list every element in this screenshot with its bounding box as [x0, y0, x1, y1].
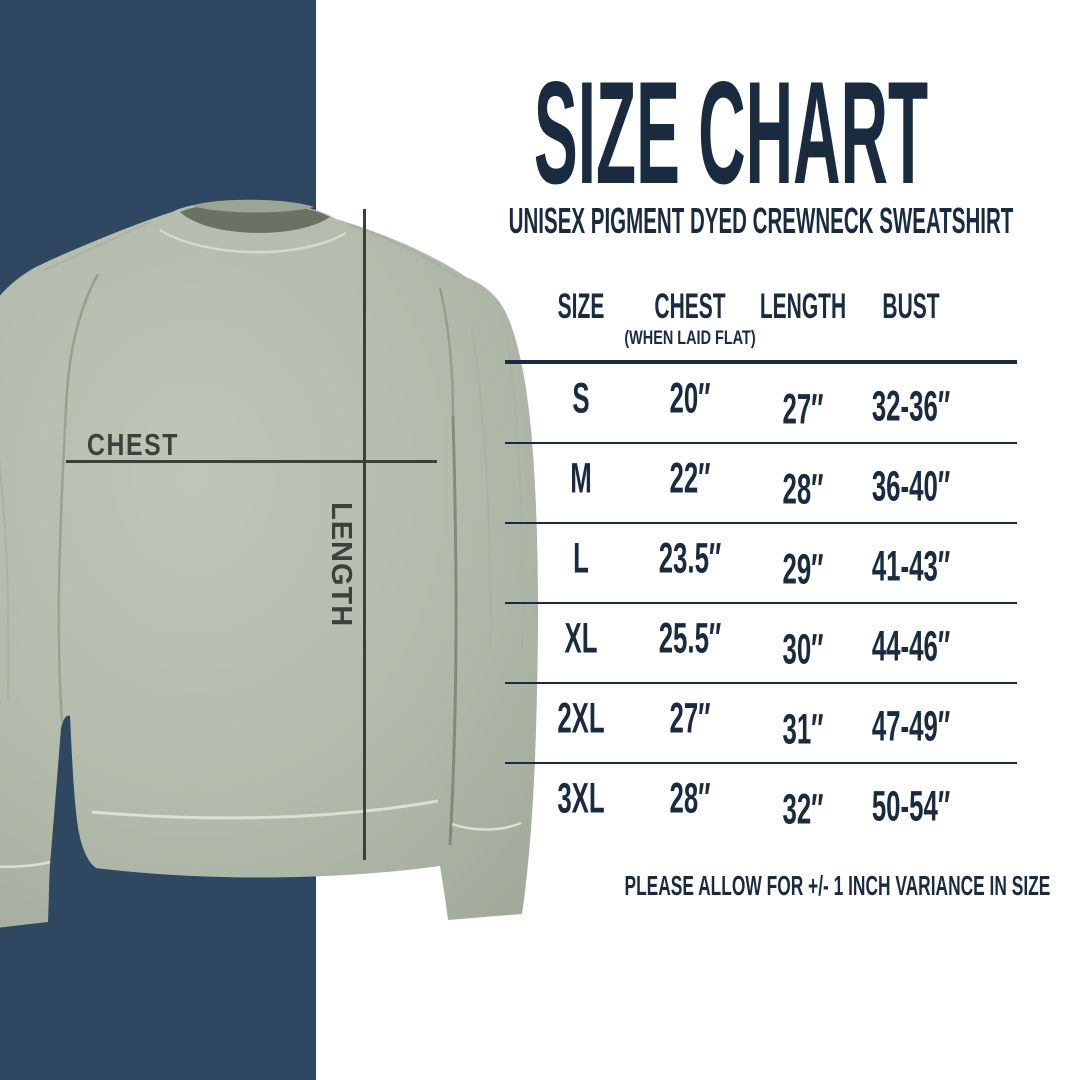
table-row: XL 25.5″ 30″ 44-46″ [505, 604, 1017, 684]
table-row: 3XL 28″ 32″ 50-54″ [505, 764, 1017, 842]
right-cuff-seam [451, 821, 522, 831]
length-value: 31″ [782, 705, 824, 754]
page-title: SIZE CHART [533, 51, 929, 214]
size-value: 3XL [557, 774, 605, 823]
collar-inner-back [192, 199, 314, 213]
bust-value: 32-36″ [871, 382, 951, 431]
table-row: M 22″ 28″ 36-40″ [505, 444, 1017, 524]
chest-value: 23.5″ [658, 534, 722, 583]
right-sleeve-crease [448, 415, 458, 846]
right-shoulder-seam [347, 223, 461, 280]
length-value: 30″ [782, 625, 824, 674]
length-value: 29″ [782, 545, 824, 594]
length-measure-line [363, 209, 366, 860]
column-header-bust: BUST [882, 287, 940, 326]
chest-value: 22″ [669, 454, 711, 503]
column-header-length: LENGTH [759, 287, 847, 326]
size-table: SIZE CHEST LENGTH BUST (WHEN LAID FLAT) … [505, 283, 1017, 842]
header-divider [505, 360, 1017, 364]
column-header-size: SIZE [557, 287, 605, 326]
length-value: 32″ [782, 785, 824, 834]
hem-seam [91, 799, 439, 820]
collar-seam [159, 228, 347, 254]
sleeve-wrinkle [507, 339, 524, 651]
bust-value: 36-40″ [871, 462, 951, 511]
bust-value: 44-46″ [871, 622, 951, 671]
chest-column-subnote: (WHEN LAID FLAT) [624, 328, 756, 349]
size-value: M [570, 454, 592, 503]
length-value: 28″ [782, 465, 824, 514]
length-value: 27″ [782, 385, 824, 434]
chest-measure-line [66, 460, 437, 463]
chest-value: 25.5″ [658, 614, 722, 663]
variance-footnote: PLEASE ALLOW FOR +/- 1 INCH VARIANCE IN … [494, 871, 1050, 906]
table-row: 2XL 27″ 31″ 47-49″ [505, 684, 1017, 764]
left-armhole-seam [64, 273, 100, 409]
sweatshirt-body [0, 200, 539, 928]
table-row: S 20″ 27″ 32-36″ [505, 364, 1017, 444]
column-header-chest: CHEST [654, 287, 726, 326]
size-value: L [572, 534, 589, 583]
table-row: L 23.5″ 29″ 41-43″ [505, 524, 1017, 604]
size-value: XL [564, 614, 598, 663]
variance-footnote-text: PLEASE ALLOW FOR +/- 1 INCH VARIANCE IN … [624, 870, 1051, 901]
chest-value: 20″ [669, 374, 711, 423]
left-shoulder-seam [43, 221, 151, 271]
chest-value: 28″ [669, 774, 711, 823]
left-sleeve-crease [57, 407, 68, 723]
bust-value: 41-43″ [871, 542, 951, 591]
bust-value: 47-49″ [871, 702, 951, 751]
size-value: S [572, 374, 590, 423]
right-armhole-seam [438, 287, 455, 417]
product-subtitle: UNISEX PIGMENT DYED CREWNECK SWEATSHIRT [508, 200, 1014, 241]
sleeve-wrinkle [0, 458, 10, 701]
chest-measure-label: CHEST [87, 427, 180, 462]
size-value: 2XL [557, 694, 605, 743]
bust-value: 50-54″ [871, 782, 951, 831]
sleeve-wrinkle [471, 329, 492, 651]
length-measure-label: LENGTH [325, 502, 357, 628]
table-header: SIZE CHEST LENGTH BUST (WHEN LAID FLAT) [505, 283, 1017, 360]
left-cuff-seam [0, 860, 51, 869]
chest-value: 27″ [669, 694, 711, 743]
